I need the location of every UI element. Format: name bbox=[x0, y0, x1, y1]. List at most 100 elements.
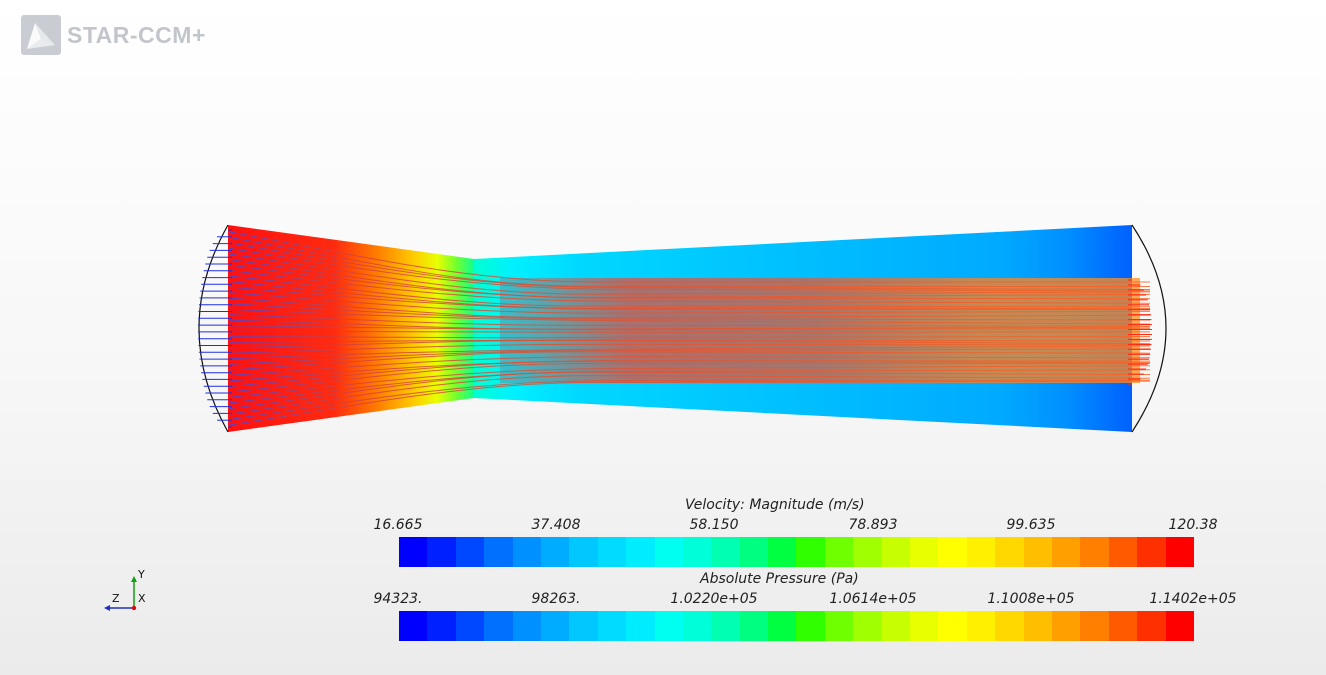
colorbar-swatch bbox=[1137, 611, 1166, 641]
velocity-legend-tick: 78.893 bbox=[848, 517, 898, 533]
colorbar-swatch bbox=[682, 537, 712, 567]
colorbar-swatch bbox=[824, 611, 854, 641]
colorbar-swatch bbox=[512, 537, 541, 567]
colorbar-swatch bbox=[966, 537, 996, 567]
velocity-streak bbox=[229, 371, 1151, 409]
colorbar-swatch bbox=[569, 611, 598, 641]
velocity-streak bbox=[229, 365, 1151, 398]
inlet-velocity-arrows bbox=[198, 229, 232, 428]
pressure-legend-tick: 1.0614e+05 bbox=[829, 591, 917, 607]
colorbar-swatch bbox=[399, 537, 428, 567]
velocity-streak bbox=[229, 292, 1151, 314]
pressure-legend-tick: 98263. bbox=[531, 591, 581, 607]
pressure-legend-tick: 1.1008e+05 bbox=[987, 591, 1075, 607]
colorbar-swatch bbox=[881, 611, 911, 641]
velocity-streak bbox=[229, 297, 1151, 319]
colorbar-swatch bbox=[1051, 537, 1081, 567]
y-axis-label: Y bbox=[137, 568, 145, 581]
colorbar-swatch bbox=[711, 611, 740, 641]
colorbar-swatch bbox=[654, 611, 683, 641]
colorbar-swatch bbox=[682, 611, 712, 641]
velocity-streak bbox=[229, 360, 1151, 387]
colorbar-swatch bbox=[739, 537, 769, 567]
colorbar-swatch bbox=[1165, 537, 1194, 567]
x-axis-label: X bbox=[138, 592, 146, 605]
colorbar-swatch bbox=[910, 537, 939, 567]
app-logo: STAR-CCM+ bbox=[21, 15, 206, 55]
velocity-streak bbox=[229, 348, 1151, 365]
velocity-streak bbox=[229, 325, 1151, 331]
velocity-streak bbox=[229, 237, 1151, 287]
colorbar-swatch bbox=[1023, 537, 1052, 567]
colorbar-swatch bbox=[1108, 537, 1138, 567]
colorbar-swatch bbox=[597, 611, 627, 641]
velocity-streak bbox=[229, 343, 1151, 354]
colorbar-swatch bbox=[768, 537, 797, 567]
velocity-streak bbox=[229, 363, 1151, 393]
colorbar-swatch bbox=[1108, 611, 1138, 641]
colorbar-swatch bbox=[455, 611, 485, 641]
colorbar-swatch bbox=[455, 537, 485, 567]
velocity-streak bbox=[229, 379, 1151, 420]
colorbar-swatch bbox=[654, 537, 683, 567]
colorbar-swatch bbox=[881, 537, 911, 567]
colorbar-swatch bbox=[824, 537, 854, 567]
velocity-legend-tick: 16.665 bbox=[373, 517, 423, 533]
colorbar-swatch bbox=[1137, 537, 1166, 567]
velocity-legend-tick: 58.150 bbox=[689, 517, 739, 533]
velocity-legend-tick: 37.408 bbox=[531, 517, 581, 533]
velocity-streak bbox=[229, 248, 1151, 292]
colorbar-swatch bbox=[796, 537, 825, 567]
velocity-streak bbox=[229, 339, 1151, 349]
velocity-streak bbox=[229, 303, 1151, 321]
axis-triad[interactable]: Y Z X bbox=[100, 566, 160, 616]
velocity-legend-tick: 120.38 bbox=[1168, 517, 1218, 533]
pressure-colorbar bbox=[399, 611, 1194, 641]
pressure-legend-tick: 94323. bbox=[373, 591, 423, 607]
velocity-streak bbox=[229, 286, 1151, 310]
outlet-velocity-arrows bbox=[1128, 279, 1152, 385]
velocity-streak bbox=[229, 242, 1151, 290]
velocity-streak bbox=[229, 308, 1151, 325]
colorbar-swatch bbox=[597, 537, 627, 567]
colorbar-swatch bbox=[512, 611, 541, 641]
colorbar-swatch bbox=[540, 537, 570, 567]
colorbar-swatch bbox=[966, 611, 996, 641]
colorbar-swatch bbox=[427, 537, 456, 567]
colorbar-swatch bbox=[1051, 611, 1081, 641]
colorbar-swatch bbox=[711, 537, 740, 567]
colorbar-swatch bbox=[1165, 611, 1194, 641]
colorbar-swatch bbox=[1023, 611, 1052, 641]
velocity-streak bbox=[229, 264, 1151, 300]
colorbar-swatch bbox=[910, 611, 939, 641]
colorbar-swatch bbox=[399, 611, 428, 641]
velocity-vector-field bbox=[229, 231, 1151, 426]
colorbar-swatch bbox=[995, 611, 1024, 641]
colorbar-swatch bbox=[853, 611, 882, 641]
colorbar-swatch bbox=[768, 611, 797, 641]
inlet-boundary-outline bbox=[198, 224, 229, 433]
velocity-streak bbox=[229, 314, 1151, 327]
colorbar-swatch bbox=[1080, 537, 1109, 567]
star-ccm-logo-icon bbox=[21, 15, 61, 55]
colorbar-swatch bbox=[796, 611, 825, 641]
velocity-streak bbox=[229, 336, 1151, 339]
velocity-streak bbox=[229, 351, 1151, 371]
colorbar-swatch bbox=[739, 611, 769, 641]
velocity-streak bbox=[229, 253, 1151, 295]
colorbar-swatch bbox=[1080, 611, 1109, 641]
colorbar-swatch bbox=[938, 611, 967, 641]
velocity-streak bbox=[229, 270, 1151, 304]
colorbar-swatch bbox=[995, 537, 1024, 567]
velocity-streak bbox=[229, 375, 1151, 415]
velocity-colorbar bbox=[399, 537, 1194, 567]
colorbar-swatch bbox=[938, 537, 967, 567]
velocity-legend-tick: 99.635 bbox=[1006, 517, 1056, 533]
colorbar-swatch bbox=[626, 611, 655, 641]
outlet-boundary-outline bbox=[1131, 224, 1167, 433]
cfd-scene-viewport[interactable] bbox=[0, 0, 1326, 470]
colorbar-swatch bbox=[427, 611, 456, 641]
x-axis-icon bbox=[131, 605, 137, 611]
colorbar-swatch bbox=[540, 611, 570, 641]
colorbar-swatch bbox=[626, 537, 655, 567]
